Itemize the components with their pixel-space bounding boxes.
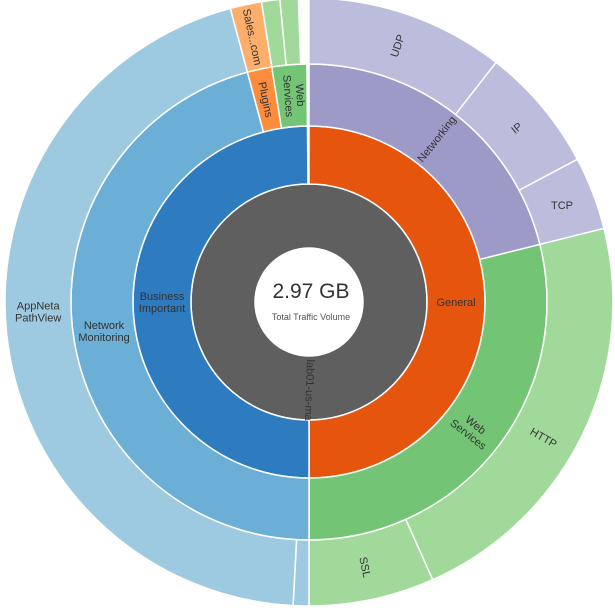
ring2-label-general-0: General (436, 297, 475, 309)
ring4-label-tcp-2: TCP (551, 200, 573, 212)
sunburst-arcs (4, 0, 614, 607)
ring4-label-ssl-4: SSL (356, 556, 372, 579)
ring4-segment-segment-9[interactable] (279, 0, 302, 66)
ring4-segment-appneta-pathview-6[interactable] (4, 7, 298, 607)
center-value: 2.97 GB (272, 280, 349, 303)
ring3-label-web-services-4: WebServices (280, 74, 307, 118)
ring2-label-business-important-1: Business Important (139, 291, 185, 315)
ring4-label-appneta-pathview-6: AppNeta PathView (15, 300, 61, 324)
center-caption: Total Traffic Volume (272, 312, 350, 322)
center-hole (255, 248, 363, 356)
ring1-label-root: lab01-us-ma (302, 359, 316, 421)
ring3-label-network-monitoring-2: Network Monitoring (78, 320, 129, 344)
